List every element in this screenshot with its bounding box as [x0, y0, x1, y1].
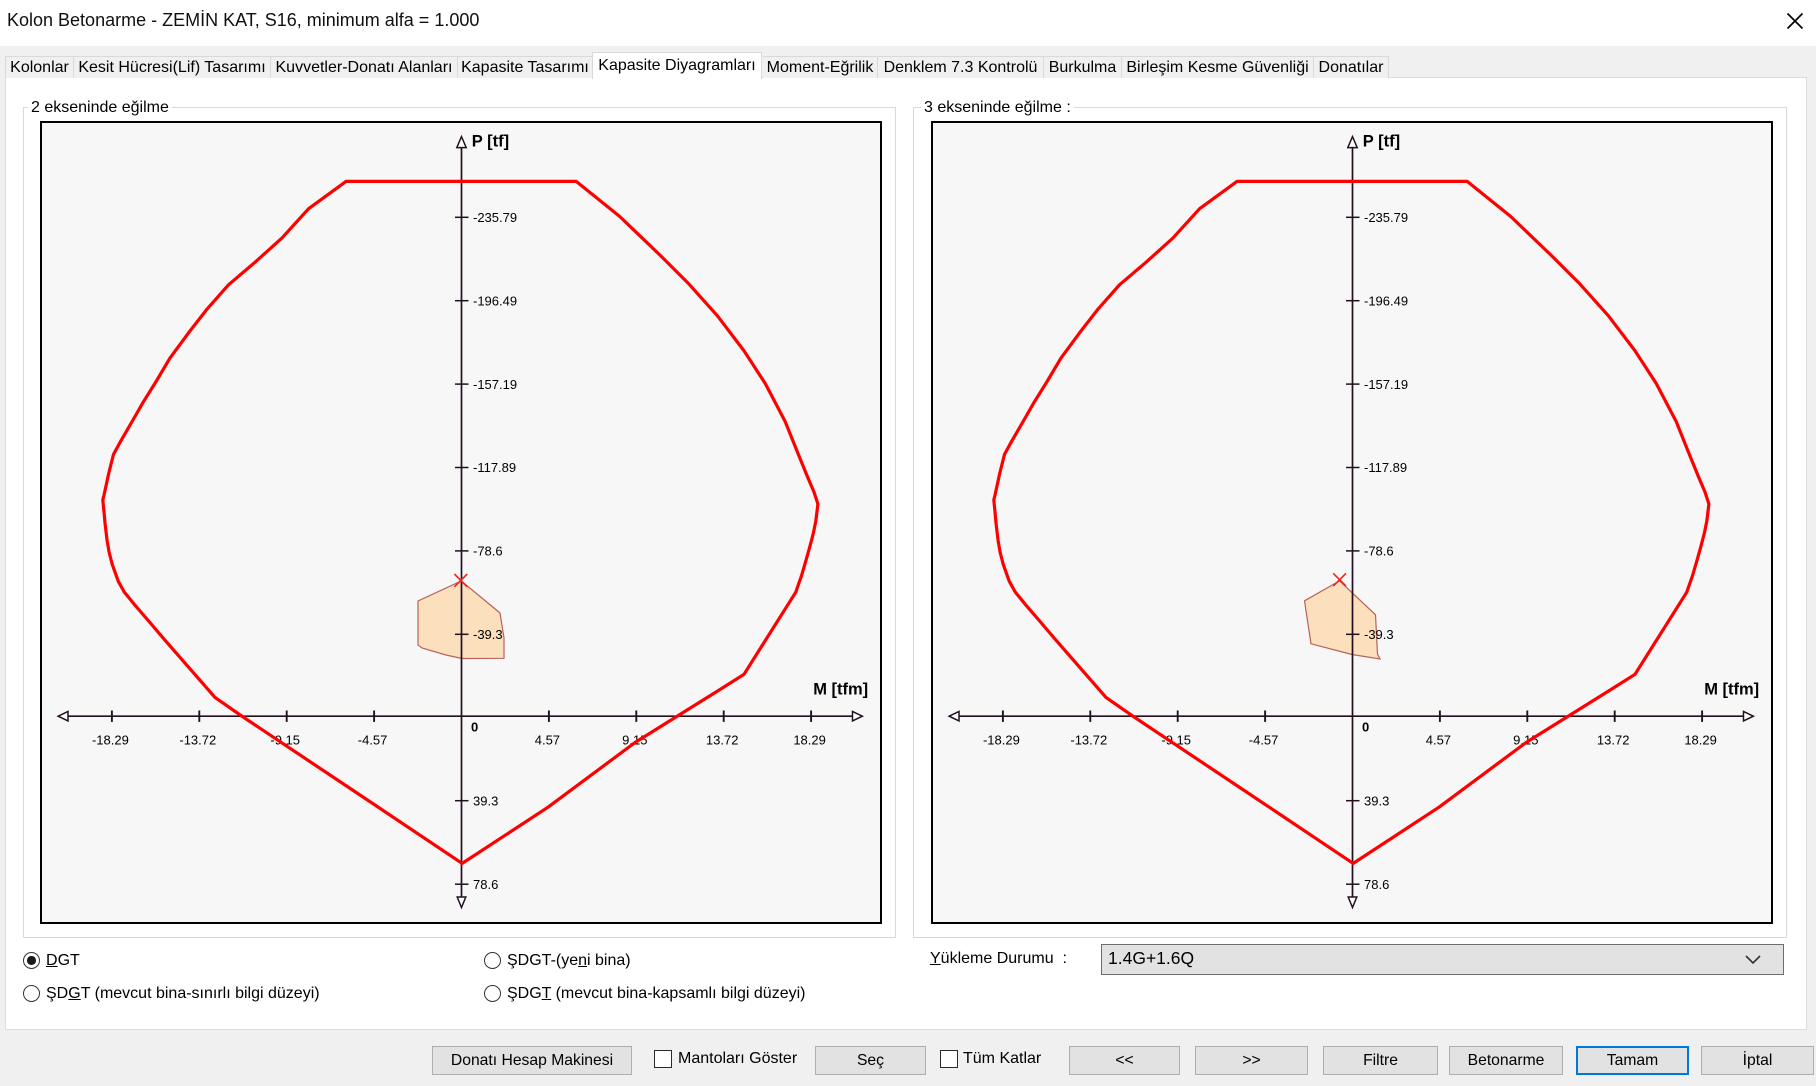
- svg-text:18.29: 18.29: [793, 733, 826, 748]
- svg-text:-235.79: -235.79: [473, 210, 517, 225]
- svg-text:0: 0: [471, 720, 478, 735]
- svg-text:-117.89: -117.89: [473, 460, 516, 475]
- svg-text:13.72: 13.72: [706, 733, 739, 748]
- svg-text:78.6: 78.6: [473, 877, 498, 892]
- svg-text:P [tf]: P [tf]: [1363, 132, 1400, 150]
- svg-text:39.3: 39.3: [1364, 793, 1389, 808]
- svg-text:-39.3: -39.3: [1364, 627, 1394, 642]
- svg-text:-78.6: -78.6: [473, 544, 503, 559]
- svg-text:13.72: 13.72: [1597, 733, 1630, 748]
- svg-text:-13.72: -13.72: [1070, 733, 1107, 748]
- svg-text:-9.15: -9.15: [1161, 733, 1191, 748]
- svg-text:-196.49: -196.49: [1364, 293, 1408, 308]
- svg-text:-39.3: -39.3: [473, 627, 503, 642]
- svg-text:9.15: 9.15: [1513, 733, 1538, 748]
- svg-text:4.57: 4.57: [535, 733, 560, 748]
- svg-text:4.57: 4.57: [1426, 733, 1451, 748]
- svg-text:0: 0: [1362, 720, 1369, 735]
- svg-text:9.15: 9.15: [622, 733, 647, 748]
- svg-text:M [tfm]: M [tfm]: [1704, 680, 1759, 698]
- svg-text:-157.19: -157.19: [1364, 377, 1408, 392]
- svg-text:18.29: 18.29: [1684, 733, 1717, 748]
- svg-text:-235.79: -235.79: [1364, 210, 1408, 225]
- svg-text:-9.15: -9.15: [270, 733, 300, 748]
- svg-text:P [tf]: P [tf]: [472, 132, 509, 150]
- svg-text:78.6: 78.6: [1364, 877, 1389, 892]
- svg-text:-78.6: -78.6: [1364, 544, 1394, 559]
- svg-text:-4.57: -4.57: [358, 733, 388, 748]
- svg-text:-18.29: -18.29: [92, 733, 129, 748]
- svg-text:-196.49: -196.49: [473, 293, 517, 308]
- svg-text:-157.19: -157.19: [473, 377, 517, 392]
- svg-text:-13.72: -13.72: [179, 733, 216, 748]
- svg-text:-117.89: -117.89: [1364, 460, 1407, 475]
- svg-text:-18.29: -18.29: [983, 733, 1020, 748]
- svg-text:-4.57: -4.57: [1249, 733, 1279, 748]
- svg-text:39.3: 39.3: [473, 793, 498, 808]
- svg-text:M [tfm]: M [tfm]: [813, 680, 868, 698]
